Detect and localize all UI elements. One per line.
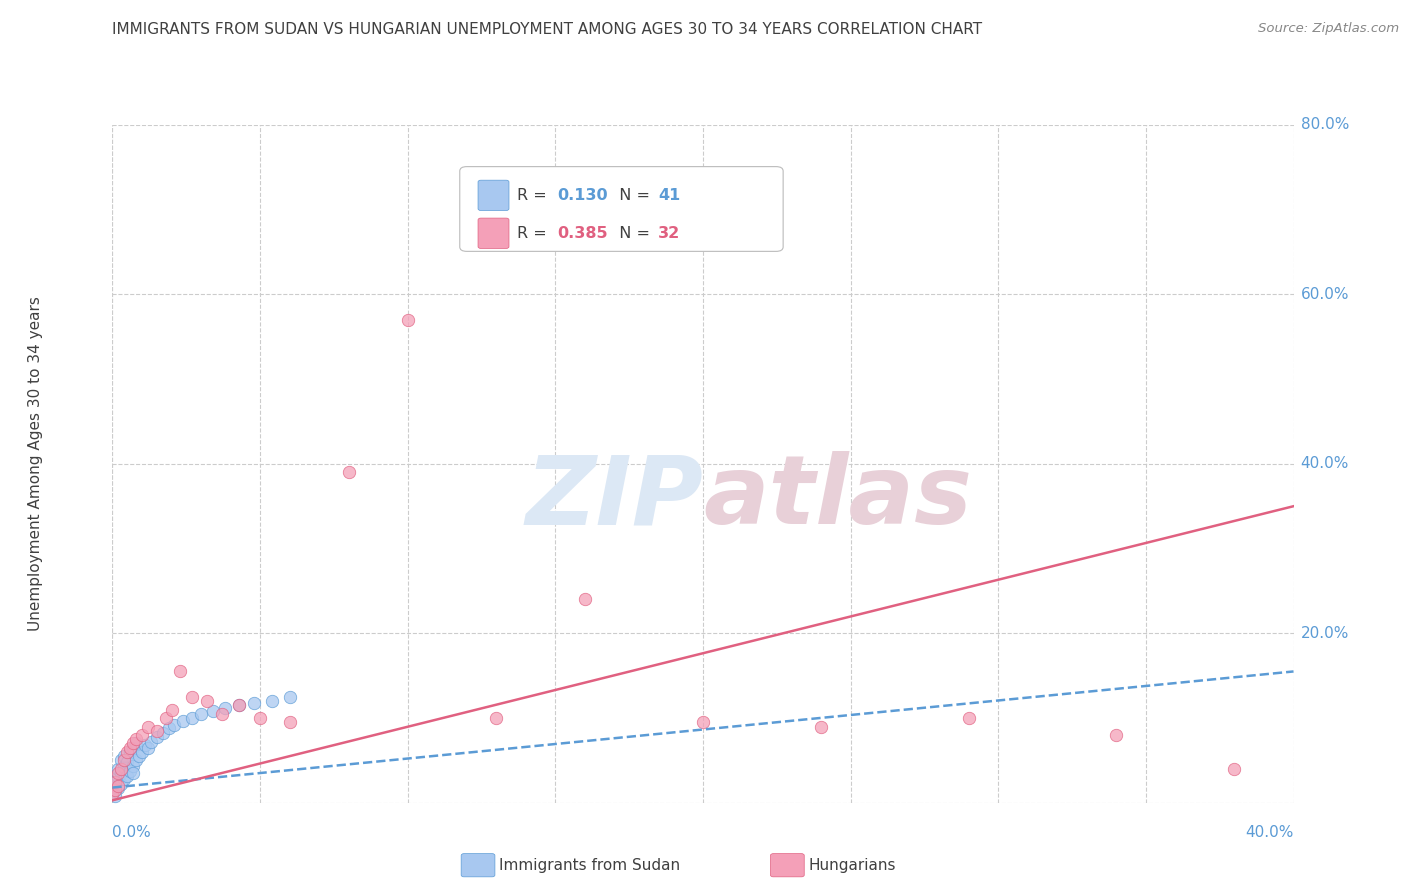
Point bbox=[243, 696, 266, 710]
Text: 80.0%: 80.0% bbox=[1301, 118, 1348, 132]
Text: Unemployment Among Ages 30 to 34 years: Unemployment Among Ages 30 to 34 years bbox=[28, 296, 42, 632]
Point bbox=[112, 749, 135, 764]
Point bbox=[107, 780, 129, 795]
Text: 40.0%: 40.0% bbox=[1301, 457, 1348, 471]
Text: 0.130: 0.130 bbox=[557, 188, 607, 202]
Point bbox=[228, 698, 250, 713]
Point bbox=[125, 737, 148, 751]
Point bbox=[146, 723, 169, 738]
Point bbox=[117, 755, 138, 769]
Point bbox=[1223, 762, 1246, 776]
Text: N =: N = bbox=[609, 226, 655, 241]
Text: 0.385: 0.385 bbox=[557, 226, 607, 241]
Text: 60.0%: 60.0% bbox=[1301, 287, 1348, 301]
Point bbox=[112, 753, 135, 767]
Point bbox=[120, 764, 142, 778]
Text: N =: N = bbox=[609, 188, 655, 202]
Point bbox=[1105, 728, 1128, 742]
Point bbox=[136, 719, 159, 733]
Text: IMMIGRANTS FROM SUDAN VS HUNGARIAN UNEMPLOYMENT AMONG AGES 30 TO 34 YEARS CORREL: IMMIGRANTS FROM SUDAN VS HUNGARIAN UNEMP… bbox=[112, 22, 983, 37]
Point bbox=[112, 760, 135, 774]
Point bbox=[146, 730, 169, 744]
Point bbox=[131, 728, 153, 742]
Point bbox=[122, 740, 145, 755]
Point bbox=[228, 698, 250, 713]
Point bbox=[957, 711, 980, 725]
Text: Hungarians: Hungarians bbox=[808, 858, 896, 872]
Text: Source: ZipAtlas.com: Source: ZipAtlas.com bbox=[1258, 22, 1399, 36]
Point bbox=[104, 789, 127, 803]
Point bbox=[120, 745, 142, 759]
Point bbox=[128, 749, 150, 764]
Text: 32: 32 bbox=[658, 226, 681, 241]
Point bbox=[260, 694, 283, 708]
Point bbox=[110, 753, 132, 767]
Text: 0.0%: 0.0% bbox=[112, 825, 152, 840]
Point bbox=[125, 753, 148, 767]
Point bbox=[181, 690, 204, 704]
Point bbox=[337, 466, 360, 480]
Point bbox=[120, 740, 142, 755]
Point bbox=[101, 788, 124, 801]
Text: 20.0%: 20.0% bbox=[1301, 626, 1348, 640]
Text: ZIP: ZIP bbox=[524, 451, 703, 544]
Point bbox=[122, 766, 145, 780]
Point bbox=[139, 735, 162, 749]
Text: R =: R = bbox=[517, 188, 553, 202]
Point bbox=[249, 711, 271, 725]
Point bbox=[117, 769, 138, 783]
Point bbox=[107, 766, 129, 780]
Point bbox=[104, 783, 127, 797]
Point bbox=[122, 758, 145, 772]
Point bbox=[190, 706, 212, 721]
Point bbox=[136, 740, 159, 755]
Point bbox=[278, 690, 301, 704]
Point bbox=[163, 718, 186, 732]
Point bbox=[125, 732, 148, 747]
Point bbox=[134, 738, 156, 752]
Text: Immigrants from Sudan: Immigrants from Sudan bbox=[499, 858, 681, 872]
Text: 41: 41 bbox=[658, 188, 681, 202]
Point bbox=[172, 714, 194, 729]
Point bbox=[131, 745, 153, 759]
Point bbox=[692, 715, 714, 730]
Point bbox=[169, 665, 191, 679]
Text: atlas: atlas bbox=[703, 451, 972, 544]
Point bbox=[195, 694, 218, 708]
Point bbox=[110, 777, 132, 791]
Point bbox=[396, 313, 419, 327]
Point bbox=[107, 779, 129, 793]
Point bbox=[112, 772, 135, 786]
Point bbox=[104, 779, 127, 793]
Point bbox=[104, 783, 127, 797]
Text: R =: R = bbox=[517, 226, 553, 241]
Point bbox=[107, 770, 129, 785]
Point bbox=[485, 711, 508, 725]
Point bbox=[122, 737, 145, 751]
Point bbox=[211, 706, 233, 721]
Point bbox=[117, 745, 138, 759]
Point bbox=[157, 721, 180, 735]
Point bbox=[110, 762, 132, 776]
Point bbox=[160, 703, 183, 717]
Point bbox=[214, 701, 236, 715]
Point bbox=[574, 592, 596, 607]
Point bbox=[181, 711, 204, 725]
Point bbox=[810, 719, 832, 733]
Point bbox=[101, 788, 124, 801]
Text: 40.0%: 40.0% bbox=[1246, 825, 1294, 840]
Point bbox=[152, 726, 174, 740]
Point bbox=[155, 711, 177, 725]
Point bbox=[201, 704, 224, 718]
Point bbox=[107, 762, 129, 776]
Point bbox=[278, 715, 301, 730]
Point bbox=[104, 774, 127, 789]
Point bbox=[104, 774, 127, 789]
Point bbox=[110, 766, 132, 780]
